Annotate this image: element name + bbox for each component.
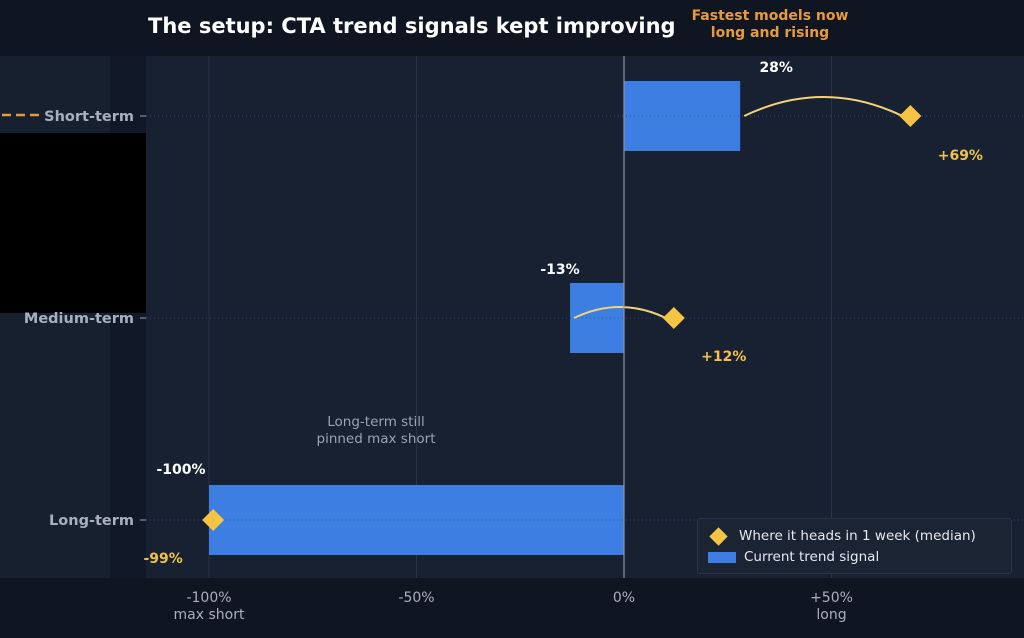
annotation-line-2: pinned max short [317,431,436,447]
diamond-marker [899,105,922,127]
value-labels: 28% -13% -100% +69% +12% -99% [143,60,982,567]
legend-item-marker: Where it heads in 1 week (median) [708,526,976,546]
chart-title: The setup: CTA trend signals kept improv… [148,14,676,38]
trend-arrow [573,306,667,319]
week-value-label: +69% [938,148,983,164]
week-value-label: +12% [701,349,746,365]
bar-swatch-icon [708,551,736,563]
current-value-label: -100% [156,462,205,478]
week-value-label: -99% [143,551,182,567]
current-value-label: -13% [540,262,579,278]
diamond-marker [202,509,225,531]
legend-marker-label: Where it heads in 1 week (median) [739,528,976,544]
category-labels: Short-term Medium-term Long-term [24,109,134,529]
x-tick-label: -100% [186,590,231,606]
x-tick-sublabel: max short [174,607,245,623]
week-markers [202,105,922,531]
legend-bar-label: Current trend signal [744,549,880,565]
legend: Where it heads in 1 week (median) Curren… [697,518,1012,574]
current-value-label: 28% [759,60,793,76]
category-label: Medium-term [24,311,134,327]
diamond-marker [662,307,685,329]
x-tick-label: 0% [613,590,635,606]
diamond-icon [709,526,728,546]
callout-line-2: long and rising [710,25,830,41]
legend-item-bar: Current trend signal [708,547,879,567]
arrows [573,96,903,319]
x-tick-sublabel: long [816,607,846,623]
axis-band [0,578,1024,638]
signal-bars [146,81,1024,555]
trend-arrow [743,96,903,117]
callout-line-1: Fastest models now [691,8,849,24]
callout-note: Fastest models now long and rising [682,8,858,42]
x-tick-label: -50% [398,590,434,606]
bar-medium-term [570,283,624,353]
x-tick-label: +50% [810,590,853,606]
category-label: Long-term [49,513,134,529]
black-block [0,133,146,313]
axes: -100%max short-50% 0% +50%long [140,56,853,623]
bar-long-term [209,485,624,555]
title-band [0,0,1024,56]
category-label: Short-term [44,109,134,125]
annotation-line-1: Long-term still [327,414,424,430]
